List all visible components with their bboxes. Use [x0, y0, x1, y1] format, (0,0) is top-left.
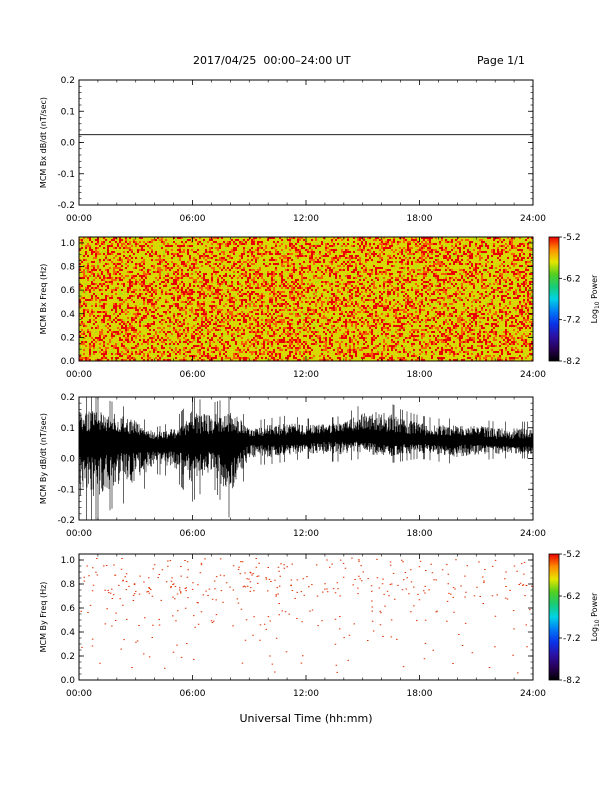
y-axis-label: MCM Bx Freq (Hz) [39, 264, 48, 335]
y-tick-label: 0.8 [61, 580, 76, 590]
spectrogram-mid [79, 237, 533, 361]
y-tick-label: 0.4 [61, 310, 76, 320]
y-tick-label: 0.0 [61, 139, 76, 149]
y-tick-label: 0.0 [61, 357, 76, 367]
x-tick-label: 24:00 [520, 214, 546, 224]
panel-1: 0.2 0.1 0.0 -0.1 -0.2 00:00 06:00 12:00 18:00 24:… [39, 76, 546, 224]
plot-area [79, 237, 533, 361]
y-tick-label: -0.1 [57, 170, 75, 180]
y-tick-label: 0.4 [61, 628, 76, 638]
colorbar-tick-label: -8.2 [563, 676, 581, 686]
spectrogram-high [79, 237, 533, 361]
by-trace [79, 397, 533, 520]
y-tick-label: 0.2 [61, 333, 75, 343]
x-tick-label: 06:00 [180, 689, 206, 699]
x-axis-label: Universal Time (hh:mm) [240, 712, 373, 725]
colorbar-tick-label: -7.2 [563, 634, 581, 644]
plot-area [80, 557, 533, 674]
y-axis-label: MCM Bx dB/dt (nT/sec) [39, 97, 48, 188]
y-tick-label: 0.0 [61, 676, 76, 686]
y-tick-label: 0.8 [61, 263, 76, 273]
panel-3: 0.2 0.1 0.0 -0.1 -0.2 00:00 06:00 12:00 18:00 24:… [39, 393, 546, 539]
colorbar-tick-label: -8.2 [563, 357, 581, 367]
x-tick-label: 24:00 [520, 370, 546, 380]
x-tick-label: 18:00 [407, 689, 433, 699]
plot-title: 2017/04/25 00:00–24:00 UT [193, 54, 351, 67]
colorbar [548, 236, 560, 362]
axes-frame [78, 553, 534, 681]
colorbar-tick-label: -7.2 [563, 316, 581, 326]
colorbar-tick-label: -6.2 [563, 592, 581, 602]
spectrogram-events [80, 557, 533, 674]
x-tick-label: 18:00 [407, 370, 433, 380]
page-number: Page 1/1 [477, 54, 525, 67]
x-tick-label: 18:00 [407, 529, 433, 539]
y-tick-label: -0.2 [57, 201, 75, 211]
y-tick-label: 0.1 [61, 107, 75, 117]
panel-2: 1.0 0.8 0.6 0.4 0.2 0.0 00:00 06:00 12:00 18:00 24… [39, 233, 601, 380]
x-tick-label: 00:00 [66, 370, 92, 380]
y-tick-label: -0.1 [57, 485, 75, 495]
x-tick-label: 24:00 [520, 529, 546, 539]
colorbar-tick-label: -6.2 [563, 274, 581, 284]
plot-area [79, 397, 533, 520]
colorbar [548, 553, 560, 681]
y-tick-label: 0.0 [61, 455, 76, 465]
panel-4: 1.0 0.8 0.6 0.4 0.2 0.0 00:00 06:00 12:00 18:00 24… [39, 550, 601, 699]
x-tick-label: 06:00 [180, 370, 206, 380]
y-tick-label: 0.2 [61, 76, 75, 86]
y-tick-label: 1.0 [61, 239, 76, 249]
x-tick-label: 00:00 [66, 529, 92, 539]
x-tick-label: 18:00 [407, 214, 433, 224]
x-tick-label: 12:00 [293, 214, 319, 224]
colorbar-label: Log10 Power [590, 274, 601, 323]
axes-frame [78, 79, 534, 206]
y-tick-label: 0.6 [61, 604, 76, 614]
colorbar-tick-label: -5.2 [563, 550, 581, 560]
y-tick-label: -0.2 [57, 516, 75, 526]
colorbar-tick-label: -5.2 [563, 233, 581, 243]
x-tick-label: 12:00 [293, 370, 319, 380]
x-tick-label: 24:00 [520, 689, 546, 699]
y-tick-label: 0.6 [61, 286, 76, 296]
colorbar-label: Log10 Power [590, 592, 601, 641]
x-tick-label: 06:00 [180, 529, 206, 539]
y-axis-label: MCM By dB/dt (nT/sec) [39, 413, 48, 504]
x-tick-label: 12:00 [293, 689, 319, 699]
y-tick-label: 0.2 [61, 393, 75, 403]
y-tick-label: 0.1 [61, 424, 75, 434]
x-tick-label: 06:00 [180, 214, 206, 224]
y-axis-label: MCM By Freq (Hz) [39, 582, 48, 653]
y-tick-label: 1.0 [61, 556, 76, 566]
y-tick-label: 0.2 [61, 652, 75, 662]
x-tick-label: 12:00 [293, 529, 319, 539]
x-tick-label: 00:00 [66, 689, 92, 699]
x-tick-label: 00:00 [66, 214, 92, 224]
